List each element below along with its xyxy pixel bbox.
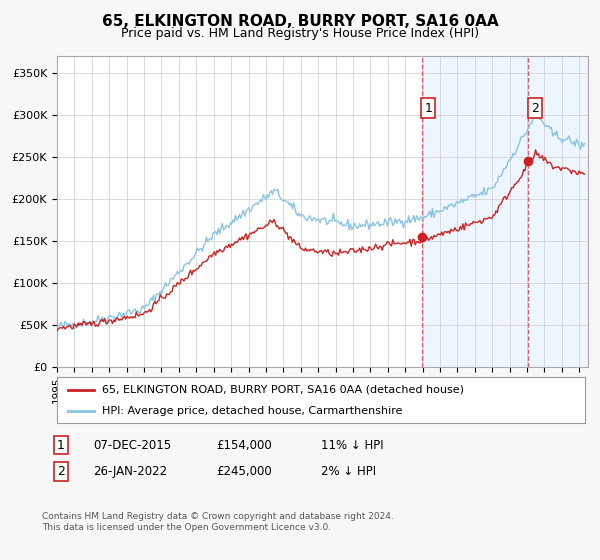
Text: 1: 1 <box>424 101 432 115</box>
Text: Price paid vs. HM Land Registry's House Price Index (HPI): Price paid vs. HM Land Registry's House … <box>121 27 479 40</box>
Text: 26-JAN-2022: 26-JAN-2022 <box>93 465 167 478</box>
Text: 11% ↓ HPI: 11% ↓ HPI <box>321 438 383 452</box>
Text: 07-DEC-2015: 07-DEC-2015 <box>93 438 171 452</box>
Text: 2% ↓ HPI: 2% ↓ HPI <box>321 465 376 478</box>
Text: 1: 1 <box>57 438 65 452</box>
Text: £154,000: £154,000 <box>216 438 272 452</box>
Text: 65, ELKINGTON ROAD, BURRY PORT, SA16 0AA: 65, ELKINGTON ROAD, BURRY PORT, SA16 0AA <box>101 14 499 29</box>
Text: 2: 2 <box>531 101 539 115</box>
Text: £245,000: £245,000 <box>216 465 272 478</box>
Text: Contains HM Land Registry data © Crown copyright and database right 2024.
This d: Contains HM Land Registry data © Crown c… <box>42 512 394 532</box>
Bar <box>422 56 588 367</box>
Text: 2: 2 <box>57 465 65 478</box>
Text: 65, ELKINGTON ROAD, BURRY PORT, SA16 0AA (detached house): 65, ELKINGTON ROAD, BURRY PORT, SA16 0AA… <box>102 385 464 395</box>
Text: HPI: Average price, detached house, Carmarthenshire: HPI: Average price, detached house, Carm… <box>102 407 403 416</box>
